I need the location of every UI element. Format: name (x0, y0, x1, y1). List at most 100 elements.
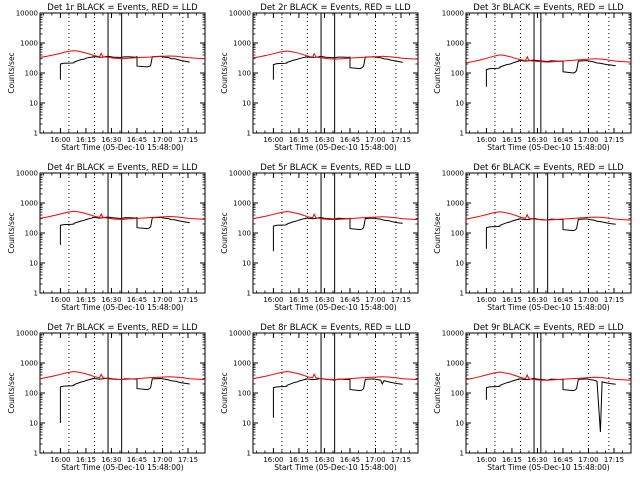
x-tick-label: 16:00 (263, 456, 283, 464)
x-axis-label: Start Time (05-Dec-10 15:48:00) (487, 463, 609, 472)
chart-title: Det 6r BLACK = Events, RED = LLD (473, 163, 624, 173)
chart-panel-3: Det 3r BLACK = Events, RED = LLD 1 10 100 10… (433, 3, 632, 152)
x-tick-label: 16:00 (50, 456, 70, 464)
x-tick-label: 16:15 (76, 296, 96, 304)
y-tick-label: 10 (29, 100, 38, 108)
x-tick-label: 17:15 (604, 456, 624, 464)
y-tick-label: 1 (247, 130, 251, 138)
y-tick-label: 10000 (16, 330, 38, 338)
x-tick-label: 16:30 (101, 296, 121, 304)
x-tick-label: 17:00 (578, 136, 598, 144)
y-tick-label: 1 (34, 290, 38, 298)
x-tick-label: 16:30 (314, 456, 334, 464)
x-tick-label: 16:30 (314, 296, 334, 304)
x-tick-label: 16:00 (50, 136, 70, 144)
x-tick-label: 16:00 (50, 296, 70, 304)
y-tick-label: 1 (247, 290, 251, 298)
y-tick-label: 1000 (446, 40, 464, 48)
x-tick-label: 16:45 (553, 136, 573, 144)
x-axis-label: Start Time (05-Dec-10 15:48:00) (487, 303, 609, 312)
x-tick-label: 16:15 (76, 456, 96, 464)
y-tick-label: 10000 (442, 170, 464, 178)
y-tick-label: 1000 (20, 40, 38, 48)
x-tick-label: 16:45 (127, 456, 147, 464)
x-tick-label: 17:15 (178, 456, 198, 464)
chart-title: Det 7r BLACK = Events, RED = LLD (47, 323, 198, 333)
x-tick-label: 17:00 (578, 296, 598, 304)
chart-panel-1: Det 1r BLACK = Events, RED = LLD 1 10 100 10… (7, 3, 206, 152)
y-tick-label: 1 (247, 450, 251, 458)
chart-panel-4: Det 4r BLACK = Events, RED = LLD 1 10 100 10… (7, 163, 206, 312)
y-tick-label: 100 (238, 70, 251, 78)
y-axis-label: Counts/sec (7, 212, 16, 253)
chart-panel-5: Det 5r BLACK = Events, RED = LLD 1 10 100 10… (220, 163, 419, 312)
x-tick-label: 17:00 (365, 456, 385, 464)
chart-title: Det 2r BLACK = Events, RED = LLD (260, 3, 411, 13)
x-tick-label: 16:30 (314, 136, 334, 144)
y-tick-label: 10000 (229, 330, 251, 338)
y-axis-label: Counts/sec (433, 372, 442, 413)
x-axis-label: Start Time (05-Dec-10 15:48:00) (274, 463, 396, 472)
x-tick-label: 16:45 (553, 456, 573, 464)
x-tick-label: 16:15 (502, 456, 522, 464)
chart-panel-7: Det 7r BLACK = Events, RED = LLD 1 10 100 10… (7, 323, 206, 472)
x-tick-label: 16:00 (263, 296, 283, 304)
x-tick-label: 17:15 (604, 136, 624, 144)
series-line-lld (252, 50, 419, 60)
y-tick-label: 1 (460, 450, 464, 458)
x-tick-label: 17:15 (178, 296, 198, 304)
y-axis-label: Counts/sec (7, 52, 16, 93)
x-tick-label: 17:15 (391, 456, 411, 464)
series-line-lld (465, 54, 632, 64)
y-tick-label: 10000 (229, 170, 251, 178)
y-tick-label: 100 (238, 230, 251, 238)
y-tick-label: 1000 (446, 360, 464, 368)
x-axis-label: Start Time (05-Dec-10 15:48:00) (61, 303, 183, 312)
x-axis-label: Start Time (05-Dec-10 15:48:00) (61, 463, 183, 472)
y-tick-label: 100 (451, 390, 464, 398)
x-tick-label: 16:00 (476, 136, 496, 144)
x-tick-label: 16:00 (476, 296, 496, 304)
y-tick-label: 100 (25, 390, 38, 398)
x-tick-label: 17:00 (578, 456, 598, 464)
x-tick-label: 16:45 (340, 456, 360, 464)
y-tick-label: 1000 (20, 360, 38, 368)
series-line-lld (39, 370, 206, 381)
y-tick-label: 1000 (20, 200, 38, 208)
x-tick-label: 16:30 (101, 136, 121, 144)
x-tick-label: 16:45 (553, 296, 573, 304)
x-tick-label: 16:15 (289, 296, 309, 304)
chart-title: Det 9r BLACK = Events, RED = LLD (473, 323, 624, 333)
chart-title: Det 4r BLACK = Events, RED = LLD (47, 163, 198, 173)
y-axis-label: Counts/sec (433, 52, 442, 93)
x-tick-label: 17:00 (152, 456, 172, 464)
x-tick-label: 16:45 (340, 296, 360, 304)
x-tick-label: 16:15 (502, 296, 522, 304)
x-tick-label: 17:15 (604, 296, 624, 304)
x-tick-label: 16:15 (289, 456, 309, 464)
x-tick-label: 17:00 (365, 296, 385, 304)
y-tick-label: 10000 (442, 330, 464, 338)
x-axis-label: Start Time (05-Dec-10 15:48:00) (274, 303, 396, 312)
chart-title: Det 5r BLACK = Events, RED = LLD (260, 163, 411, 173)
y-tick-label: 100 (451, 230, 464, 238)
y-tick-label: 10 (455, 260, 464, 268)
series-line-lld (252, 210, 419, 221)
chart-title: Det 1r BLACK = Events, RED = LLD (47, 3, 198, 13)
y-tick-label: 1000 (233, 40, 251, 48)
x-axis-label: Start Time (05-Dec-10 15:48:00) (487, 143, 609, 152)
x-tick-label: 17:00 (152, 136, 172, 144)
x-tick-label: 16:00 (476, 456, 496, 464)
series-line-events (59, 216, 190, 245)
y-tick-label: 10000 (442, 10, 464, 18)
series-line-lld (252, 370, 419, 381)
y-tick-label: 10 (242, 100, 251, 108)
series-line-events (272, 217, 403, 252)
x-tick-label: 16:30 (527, 296, 547, 304)
y-tick-label: 1 (460, 130, 464, 138)
y-tick-label: 10 (29, 420, 38, 428)
series-line-lld (39, 50, 206, 60)
y-tick-label: 1000 (233, 360, 251, 368)
chart-title: Det 8r BLACK = Events, RED = LLD (260, 323, 411, 333)
